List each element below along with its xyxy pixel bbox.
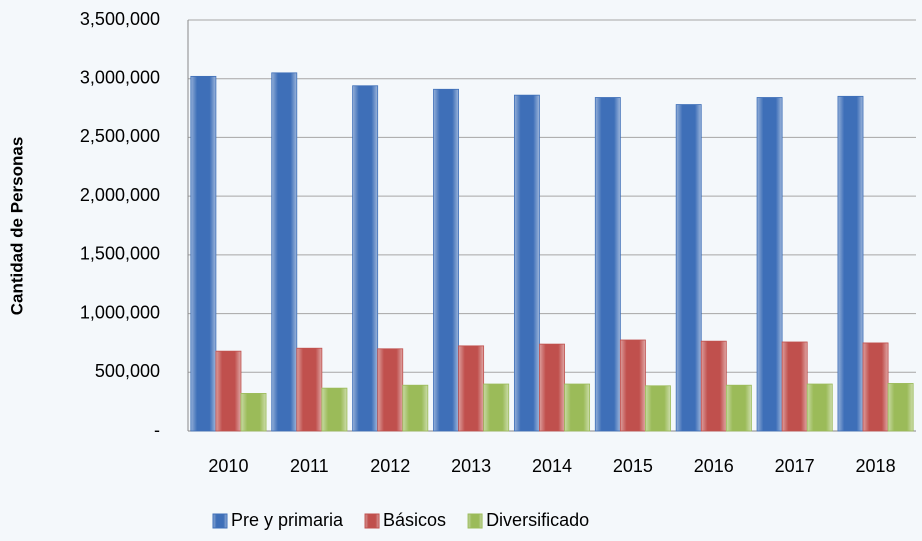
x-tick-label: 2010 <box>208 456 248 476</box>
x-tick-label: 2016 <box>694 456 734 476</box>
y-tick-label: 1,000,000 <box>80 302 160 322</box>
legend-label: Básicos <box>383 510 446 530</box>
y-tick-label: 3,500,000 <box>80 9 160 29</box>
bar-shade <box>215 350 242 432</box>
bar-shade <box>483 383 510 432</box>
legend-swatch <box>212 513 228 529</box>
x-tick-label: 2012 <box>370 456 410 476</box>
legend-label: Diversificado <box>486 510 589 530</box>
bar-shade <box>725 384 752 432</box>
bar-shade <box>645 385 671 432</box>
x-tick-label: 2014 <box>532 456 572 476</box>
y-tick-label: 2,000,000 <box>80 185 160 205</box>
bar-shade <box>377 348 404 432</box>
bar-shade <box>887 383 914 432</box>
bar-shade <box>240 393 267 432</box>
y-tick-label: 500,000 <box>95 361 160 381</box>
y-tick-label: - <box>154 420 160 440</box>
bar-shade <box>352 85 379 432</box>
legend-swatch <box>467 513 483 529</box>
bar-shade <box>594 97 621 432</box>
x-tick-label: 2013 <box>451 456 491 476</box>
bar-shade <box>806 383 833 432</box>
bar-shade <box>433 88 459 432</box>
bar-shade <box>675 104 702 432</box>
bar-shade <box>756 97 783 432</box>
legend-label: Pre y primaria <box>231 510 344 530</box>
x-tick-label: 2017 <box>775 456 815 476</box>
bar-shade <box>402 384 429 432</box>
x-tick-label: 2011 <box>290 456 329 476</box>
bar-shade <box>862 342 889 432</box>
y-tick-label: 1,500,000 <box>80 244 160 264</box>
bar-shade <box>271 72 298 432</box>
bar-shade <box>619 339 646 432</box>
bar-shade <box>190 75 217 432</box>
legend-swatch <box>364 513 380 529</box>
bar-shade <box>513 94 540 432</box>
y-tick-label: 2,500,000 <box>80 126 160 146</box>
x-tick-label: 2018 <box>856 456 896 476</box>
y-axis-label: Cantidad de Personas <box>7 137 26 316</box>
x-tick-label: 2015 <box>613 456 653 476</box>
bar-shade <box>781 341 808 432</box>
bar-shade <box>700 340 727 432</box>
bar-shade <box>296 347 323 432</box>
bar-shade <box>837 95 864 432</box>
bar-shade <box>564 383 591 432</box>
bar-shade <box>321 387 348 432</box>
bar-shade <box>539 343 565 432</box>
y-tick-label: 3,000,000 <box>80 67 160 87</box>
bar-shade <box>458 345 485 432</box>
